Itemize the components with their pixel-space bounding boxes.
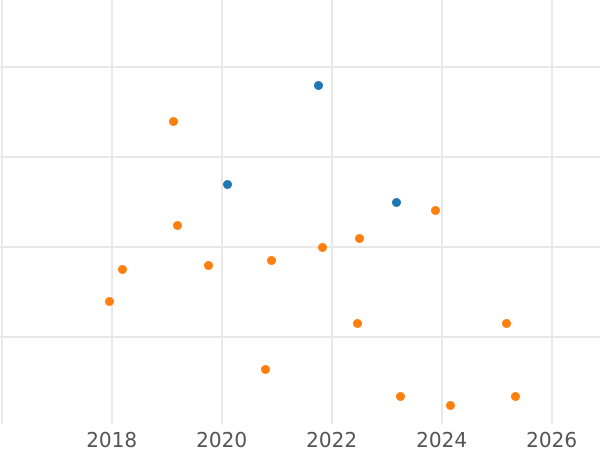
x-tick-label: 2018 [86, 428, 138, 450]
scatter-point-orange-series [117, 264, 127, 274]
scatter-point-orange-series [352, 318, 362, 328]
scatter-point-orange-series [502, 318, 511, 328]
horizontal-gridline [0, 155, 600, 158]
vertical-gridline [550, 0, 553, 424]
scatter-point-orange-series [261, 364, 271, 374]
x-tick-label: 2026 [526, 428, 578, 450]
scatter-point-orange-series [318, 243, 328, 253]
scatter-point-orange-series [445, 401, 455, 411]
vertical-gridline [0, 0, 3, 424]
scatter-point-orange-series [430, 206, 440, 216]
scatter-point-orange-series [105, 297, 115, 307]
scatter-point-blue-series [392, 198, 402, 208]
x-tick-label: 2022 [306, 428, 358, 450]
plot-area [0, 0, 600, 424]
vertical-gridline [220, 0, 223, 424]
x-tick-label: 2020 [196, 428, 248, 450]
horizontal-gridline [0, 65, 600, 68]
scatter-point-blue-series [223, 180, 233, 190]
scatter-point-blue-series [313, 81, 323, 91]
scatter-point-orange-series [267, 255, 277, 265]
scatter-point-orange-series [511, 391, 521, 401]
horizontal-gridline [0, 245, 600, 248]
vertical-gridline [440, 0, 443, 424]
scatter-point-orange-series [172, 221, 182, 231]
x-tick-label: 2024 [416, 428, 468, 450]
scatter-point-orange-series [355, 234, 365, 244]
horizontal-gridline [0, 335, 600, 338]
vertical-gridline [110, 0, 113, 424]
scatter-point-orange-series [395, 391, 405, 401]
scatter-point-orange-series [168, 117, 178, 127]
vertical-gridline [330, 0, 333, 424]
scatter-point-orange-series [204, 261, 214, 271]
